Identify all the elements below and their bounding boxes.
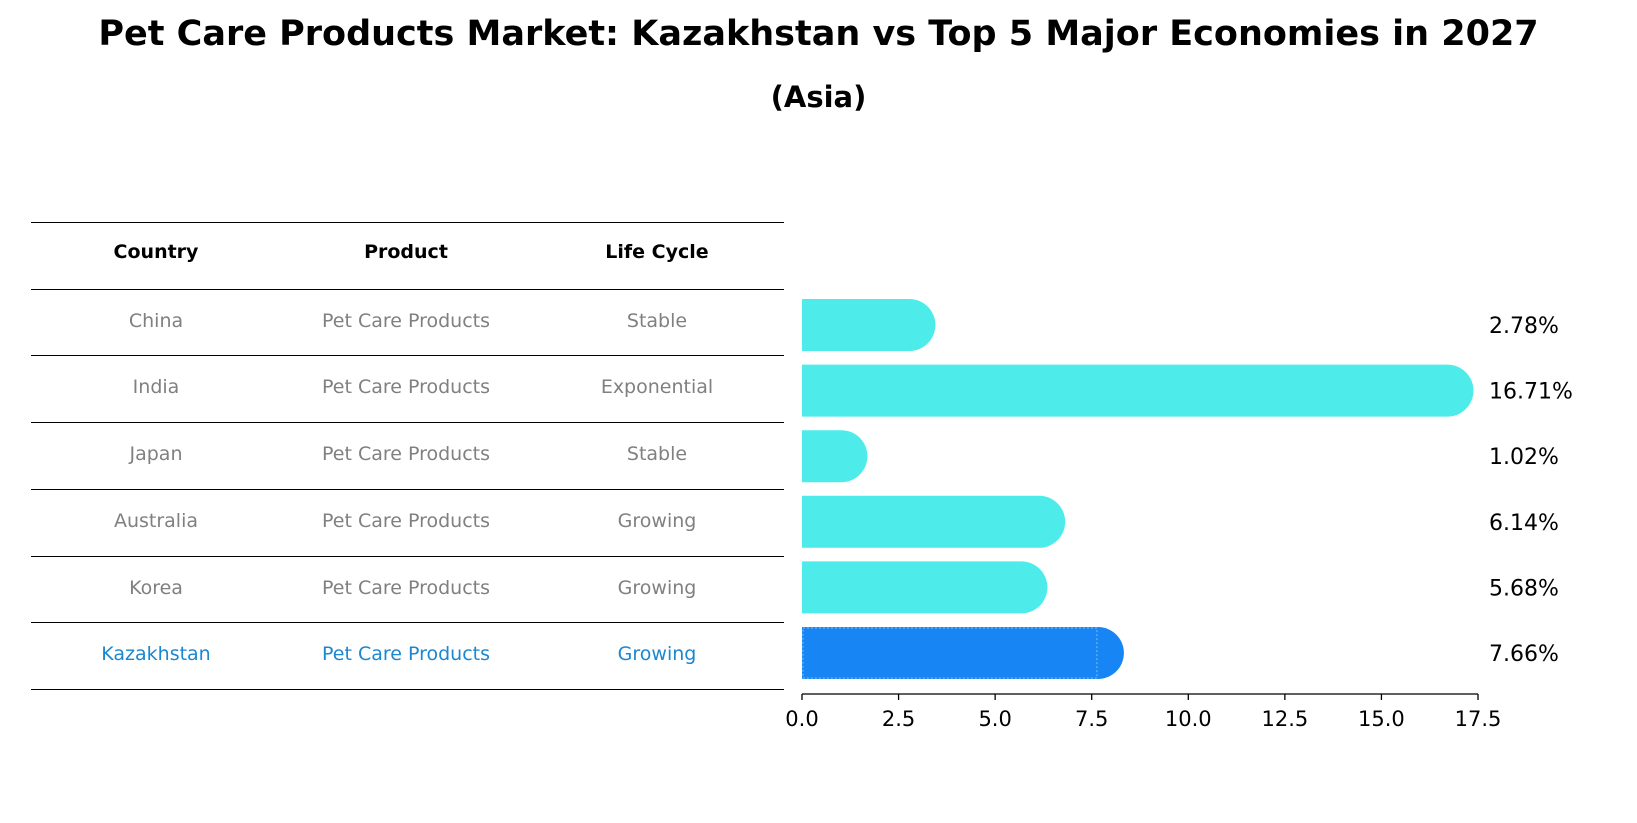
- cell-product-highlight: Pet Care Products: [321, 643, 491, 665]
- table-rule: [31, 622, 784, 623]
- cell-life-cycle: Growing: [617, 577, 697, 599]
- x-tick-label: 12.5: [1261, 707, 1308, 731]
- cell-life-cycle: Stable: [626, 310, 688, 332]
- chart-title: Pet Care Products Market: Kazakhstan vs …: [98, 14, 1539, 54]
- bar-australia: [802, 495, 1066, 548]
- cell-life-cycle-highlight: Growing: [617, 643, 697, 665]
- header-life-cycle: Life Cycle: [605, 241, 709, 263]
- x-tick-label: 0.0: [785, 707, 818, 731]
- cell-country: India: [132, 376, 180, 398]
- table-rule: [31, 689, 784, 690]
- header-product: Product: [364, 241, 448, 263]
- value-label-korea: 5.68%: [1489, 576, 1559, 601]
- table-rule: [31, 222, 784, 223]
- table-rule: [31, 355, 784, 356]
- x-tick-label: 7.5: [1075, 707, 1108, 731]
- bar-kazakhstan: [802, 627, 1124, 679]
- cell-product: Pet Care Products: [321, 310, 491, 332]
- header-country: Country: [113, 241, 199, 263]
- chart-subtitle: (Asia): [770, 80, 867, 114]
- cell-country-highlight: Kazakhstan: [101, 643, 211, 665]
- value-label-japan: 1.02%: [1489, 445, 1559, 470]
- x-tick-label: 2.5: [882, 707, 915, 731]
- cell-product: Pet Care Products: [321, 443, 491, 465]
- cell-country: Japan: [129, 443, 183, 465]
- cell-product: Pet Care Products: [321, 376, 491, 398]
- cell-product: Pet Care Products: [321, 577, 491, 599]
- cell-country: China: [128, 310, 184, 332]
- value-label-china: 2.78%: [1489, 314, 1559, 339]
- bar-india: [802, 364, 1474, 417]
- bar-china: [802, 299, 936, 351]
- x-tick-label: 17.5: [1455, 707, 1502, 731]
- x-tick-label: 10.0: [1165, 707, 1212, 731]
- value-label-kazakhstan: 7.66%: [1489, 642, 1559, 667]
- cell-life-cycle: Stable: [626, 443, 688, 465]
- x-tick-label: 15.0: [1358, 707, 1405, 731]
- cell-country: Australia: [113, 510, 199, 532]
- cell-life-cycle: Exponential: [600, 376, 714, 398]
- table-rule: [31, 489, 784, 490]
- cell-country: Korea: [129, 577, 183, 599]
- table-rule: [31, 289, 784, 290]
- cell-product: Pet Care Products: [321, 510, 491, 532]
- value-label-india: 16.71%: [1489, 380, 1573, 405]
- cell-life-cycle: Growing: [617, 510, 697, 532]
- x-tick-label: 5.0: [978, 707, 1011, 731]
- table-rule: [31, 422, 784, 423]
- table-rule: [31, 556, 784, 557]
- bar-korea: [802, 561, 1048, 614]
- value-label-australia: 6.14%: [1489, 511, 1559, 536]
- bar-japan: [802, 430, 868, 483]
